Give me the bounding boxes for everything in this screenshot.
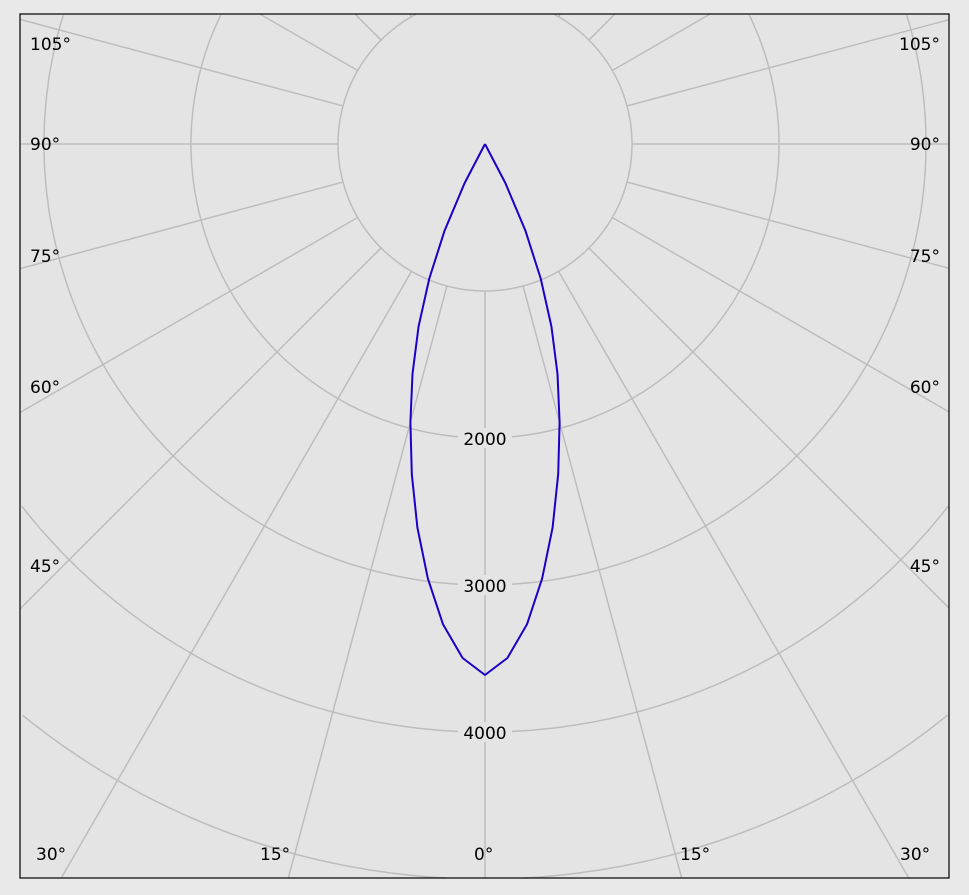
- angle-spoke-135-left: [354, 13, 382, 41]
- angle-label-right-105: 105°: [899, 35, 940, 55]
- angle-label-right-90: 90°: [910, 135, 940, 155]
- angle-spoke-60-left: [19, 216, 359, 414]
- radial-grid-circle-5000: [21, 714, 447, 879]
- plot-frame: [19, 13, 950, 879]
- angle-spoke-45-left: [19, 247, 382, 610]
- angle-label-left-90: 90°: [30, 135, 60, 155]
- intensity-curve-0: [409, 143, 561, 676]
- angle-label-bottom-0: 0°: [474, 845, 493, 865]
- radial-label-4000: 4000: [463, 724, 506, 744]
- labels: 30° 15° 0° 15° 30° 105° 90° 75° 60° 45° …: [30, 35, 940, 865]
- radial-grid-circle-5000: [523, 714, 949, 879]
- angle-spoke-105-right: [626, 18, 950, 107]
- angle-label-left-105: 105°: [30, 35, 71, 55]
- angle-spoke-15-right: [522, 285, 683, 879]
- angle-spoke-135-right: [588, 13, 616, 41]
- angle-spoke-75-right: [626, 181, 950, 270]
- curve-layer: [409, 143, 561, 676]
- angle-spoke-75-left: [19, 181, 344, 270]
- angle-label-left-60: 60°: [30, 378, 60, 398]
- angle-label-left-75: 75°: [30, 247, 60, 267]
- angle-label-bottom-15-left: 15°: [260, 845, 290, 865]
- radial-label-3000: 3000: [463, 577, 506, 597]
- angle-label-right-60: 60°: [910, 378, 940, 398]
- angle-label-left-45: 45°: [30, 557, 60, 577]
- angle-spoke-120-right: [611, 13, 711, 72]
- angle-label-bottom-30-left: 30°: [36, 845, 66, 865]
- angle-spoke-105-left: [19, 18, 344, 107]
- angle-label-bottom-15-right: 15°: [680, 845, 710, 865]
- angle-spoke-30-right: [557, 270, 910, 879]
- angle-spoke-120-left: [259, 13, 359, 72]
- angle-spoke-30-left: [60, 270, 413, 879]
- angle-label-right-75: 75°: [910, 247, 940, 267]
- angle-spoke-45-right: [588, 247, 950, 609]
- angle-label-bottom-30-right: 30°: [900, 845, 930, 865]
- angle-label-right-45: 45°: [910, 557, 940, 577]
- radial-label-2000: 2000: [463, 430, 506, 450]
- angle-spoke-60-right: [611, 216, 950, 413]
- angle-spoke-15-left: [287, 285, 448, 879]
